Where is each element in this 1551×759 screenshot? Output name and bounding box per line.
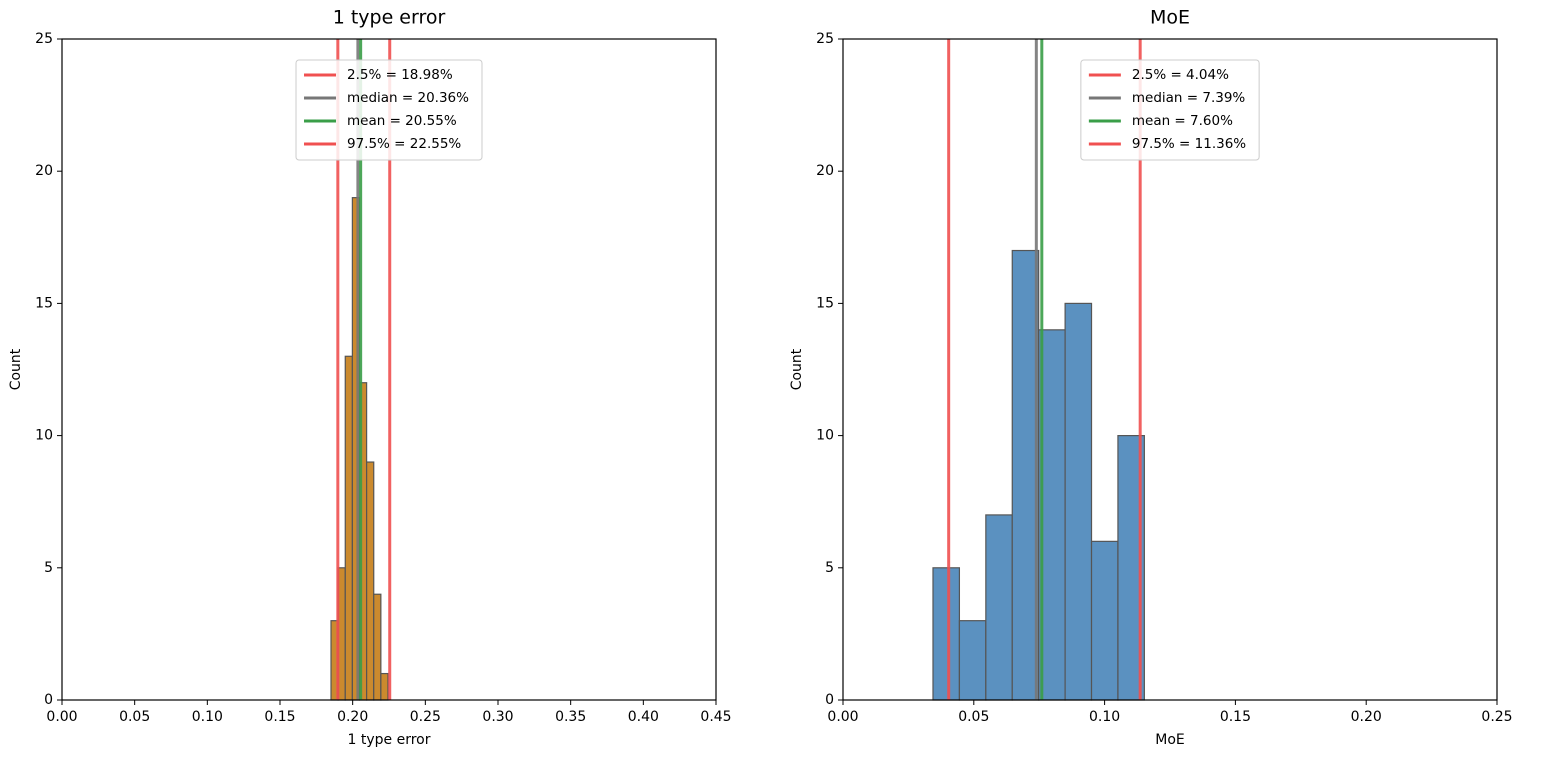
y-axis-label: Count xyxy=(8,348,24,390)
x-tick-label: 0.00 xyxy=(827,709,858,725)
legend-label: 2.5% = 4.04% xyxy=(1132,67,1229,83)
histogram-bar xyxy=(344,355,353,701)
axes-frame xyxy=(61,38,717,701)
x-tick-label: 0.10 xyxy=(1089,709,1120,725)
legend-label: median = 7.39% xyxy=(1132,90,1246,106)
x-tick-label: 0.30 xyxy=(482,709,513,725)
legend-label: 2.5% = 18.98% xyxy=(347,67,453,83)
axes-frame xyxy=(842,38,1498,701)
x-tick-label: 0.35 xyxy=(555,709,586,725)
histogram-bar xyxy=(380,672,389,701)
y-tick-label: 5 xyxy=(44,560,53,576)
x-tick-label: 0.40 xyxy=(628,709,659,725)
histogram-bar xyxy=(958,620,987,701)
y-tick-label: 10 xyxy=(816,428,834,444)
x-tick-label: 0.05 xyxy=(958,709,989,725)
y-tick-label: 25 xyxy=(35,31,53,47)
histogram-bar xyxy=(932,567,961,701)
x-tick-label: 0.45 xyxy=(700,709,731,725)
x-tick-label: 0.10 xyxy=(192,709,223,725)
legend-box xyxy=(1080,59,1260,161)
chart-title: MoE xyxy=(1150,7,1190,29)
x-tick-label: 0.05 xyxy=(119,709,150,725)
y-tick-label: 20 xyxy=(35,163,53,179)
histogram-bar xyxy=(366,461,375,701)
x-tick-label: 0.25 xyxy=(1481,709,1512,725)
y-tick-label: 15 xyxy=(35,295,53,311)
x-tick-label: 0.20 xyxy=(337,709,368,725)
legend-label: 97.5% = 11.36% xyxy=(1132,136,1246,152)
legend-box xyxy=(295,59,483,161)
histogram-bar xyxy=(1064,302,1093,701)
x-tick-label: 0.15 xyxy=(264,709,295,725)
x-axis-label: MoE xyxy=(1155,732,1185,748)
legend-label: median = 20.36% xyxy=(347,90,469,106)
y-tick-label: 5 xyxy=(825,560,834,576)
chart-title: 1 type error xyxy=(333,7,446,29)
legend-label: mean = 7.60% xyxy=(1132,113,1233,129)
y-tick-label: 0 xyxy=(825,692,834,708)
legend: 2.5% = 4.04% median = 7.39% mean = 7.60% 97… xyxy=(1080,59,1260,161)
legend: 2.5% = 18.98% median = 20.36% mean = 20.55… xyxy=(295,59,483,161)
y-axis-label: Count xyxy=(789,348,805,390)
y-tick-label: 0 xyxy=(44,692,53,708)
y-tick-label: 20 xyxy=(816,163,834,179)
y-tick-label: 25 xyxy=(816,31,834,47)
histogram-bar xyxy=(1011,249,1040,701)
histogram-bar xyxy=(1090,540,1119,701)
x-axis-label: 1 type error xyxy=(348,732,431,748)
legend-label: 97.5% = 22.55% xyxy=(347,136,461,152)
y-tick-label: 10 xyxy=(35,428,53,444)
y-tick-label: 15 xyxy=(816,295,834,311)
histogram-bar xyxy=(985,514,1013,701)
x-tick-label: 0.20 xyxy=(1351,709,1382,725)
x-tick-label: 0.25 xyxy=(410,709,441,725)
x-tick-label: 0.00 xyxy=(46,709,77,725)
histogram-bar xyxy=(373,593,382,701)
legend-label: mean = 20.55% xyxy=(347,113,457,129)
x-tick-label: 0.15 xyxy=(1220,709,1251,725)
